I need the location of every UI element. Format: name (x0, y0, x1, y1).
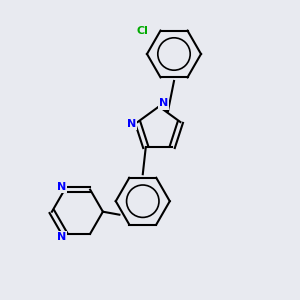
Text: N: N (127, 118, 136, 128)
Text: N: N (57, 182, 66, 192)
Text: Cl: Cl (136, 26, 148, 36)
Text: N: N (159, 98, 168, 109)
Text: N: N (57, 232, 66, 242)
